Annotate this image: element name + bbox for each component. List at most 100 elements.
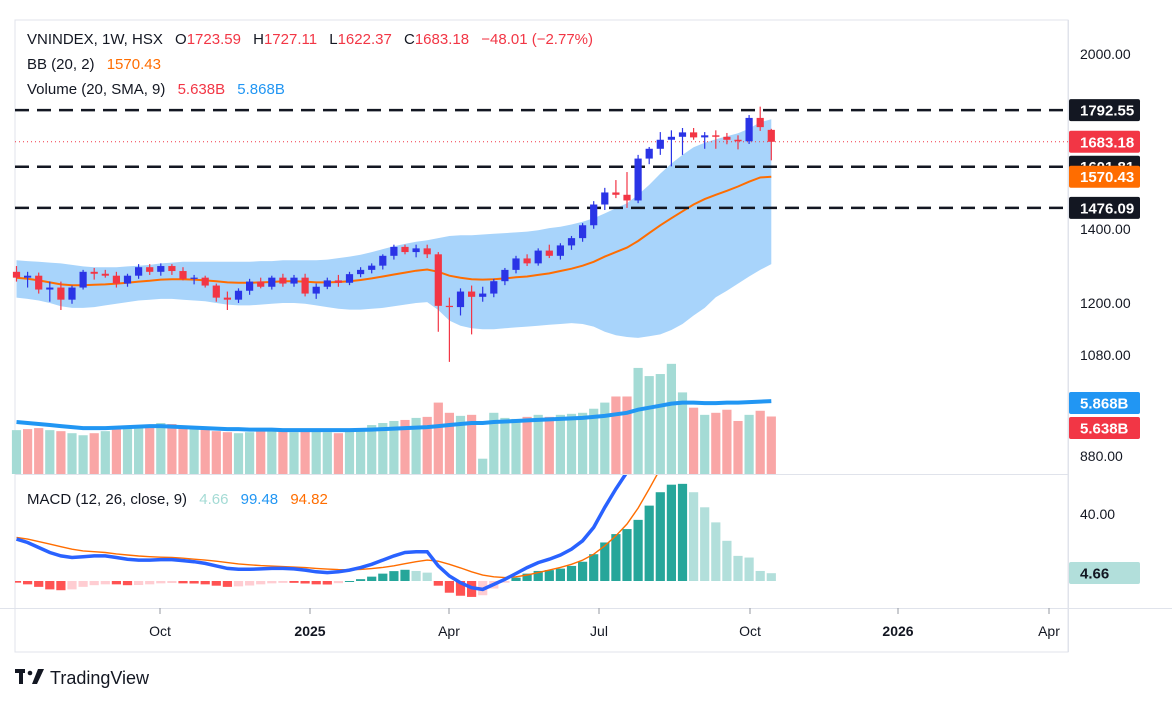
volume-bar [23,429,33,474]
candle-body [667,136,675,140]
x-tick-label: Oct [739,623,761,639]
bb-label: BB (20, 2) [27,56,95,73]
volume-bar [467,414,477,474]
volume-bar [722,409,732,474]
volume-bar [733,420,743,474]
macd-hist-bar [600,542,610,581]
volume-bar [511,418,521,474]
macd-hist-bar [289,581,299,583]
candle-body [35,275,43,290]
logo-stem [19,669,23,684]
candle-body [135,267,143,276]
macd-hist-bar [134,581,144,586]
volume-bar [633,367,643,474]
macd-hist-bar [311,581,321,585]
candle-body [656,139,664,149]
price-tag-label: 5.638B [1080,421,1129,438]
macd-hist-bar [700,507,710,581]
volume-bar [389,420,399,474]
candle-body [734,139,742,142]
candle-body [534,250,542,264]
candle-body [501,269,509,282]
candle-body [112,275,120,284]
volume-bar [411,417,421,474]
candle-body [268,277,276,287]
logo-text: TV [0,0,2,1]
macd-hist-bar [533,570,543,581]
macd-hist-bar [100,581,110,585]
macd-hist-bar [622,529,632,581]
macd-hist-bar [34,581,44,587]
macd-hist-bar [633,519,643,581]
macd-label: MACD (12, 26, close, 9) [27,491,187,508]
volume-bar [267,430,277,474]
macd-hist-bar [78,581,88,587]
volume-bar [600,402,610,474]
volume-bar [278,431,288,474]
volume-bar [489,412,499,474]
tradingview-branding[interactable]: TV TradingView [0,0,150,688]
logo-dot [27,670,33,676]
volume-bar [289,432,299,474]
volume-bar [245,432,255,474]
candle-body [601,192,609,205]
price-tag-label: 1570.43 [1080,169,1134,186]
candle-body [68,287,76,300]
macd-hist-bar [23,581,33,585]
x-tick-label: 2025 [294,623,325,639]
price-axis[interactable]: 2000.00 1400.00 1200.00 1080.00 880.00 4… [1080,46,1131,522]
volume-bar [766,416,776,474]
volume-label: Volume (20, SMA, 9) [27,81,165,98]
candle-body [623,194,631,201]
macd-hist-bar [233,581,244,587]
main-legend[interactable]: VNINDEX, 1W, HSX O1723.59 H1727.11 L1622… [27,31,593,508]
macd-line-value: 99.48 [241,491,279,508]
candle-body [157,266,165,272]
macd-hist-bar [356,579,366,581]
candle-body [101,273,109,276]
macd-hist-bar [111,581,121,585]
volume-bar [689,407,699,474]
y-tick-label: 2000.00 [1080,46,1131,62]
horizontal-levels[interactable] [15,108,1068,210]
macd-legend: MACD (12, 26, close, 9) 4.66 99.48 94.82 [27,491,328,508]
macd-hist-bar [256,581,266,585]
macd-hist-bar [178,581,188,584]
change-value: −48.01 (−2.77%) [481,31,593,48]
close-label: C [404,31,415,48]
candle-body [90,271,98,274]
candle-body [567,238,576,246]
macd-hist-bar [433,581,443,586]
candle-body [234,290,243,300]
tradingview-logo-icon: TV [0,0,44,684]
price-tag-label: 1683.18 [1080,134,1134,151]
macd-hist-bar [566,565,577,581]
volume-bar [422,416,432,474]
candle-body [579,225,587,239]
candle-body [301,277,309,294]
bb-legend: BB (20, 2) 1570.43 [27,56,161,73]
candle-body [379,255,387,266]
volume-bar [566,413,577,474]
time-axis[interactable]: Oct 2025 Apr Jul Oct 2026 Apr [149,608,1060,639]
macd-hist-bar [278,581,288,583]
candle-body [212,285,220,298]
macd-hist-bar [422,572,432,581]
volume-bar [67,433,77,474]
x-tick-label: 2026 [882,623,913,639]
price-tag-label: 4.66 [1080,566,1109,583]
volume-bar [578,412,588,474]
volume-bar [611,396,621,474]
candle-body [223,297,231,300]
logo-wedge [32,669,44,684]
volume-bar [455,415,466,474]
macd-hist-bar [744,557,754,581]
macd-hist-bar [333,581,343,584]
volume-bar [522,416,532,474]
y-tick-label: 40.00 [1080,506,1115,522]
macd-hist-value: 4.66 [199,491,228,508]
chart-frame [0,19,1172,653]
candle-body [168,266,176,272]
candle-body [390,246,398,256]
